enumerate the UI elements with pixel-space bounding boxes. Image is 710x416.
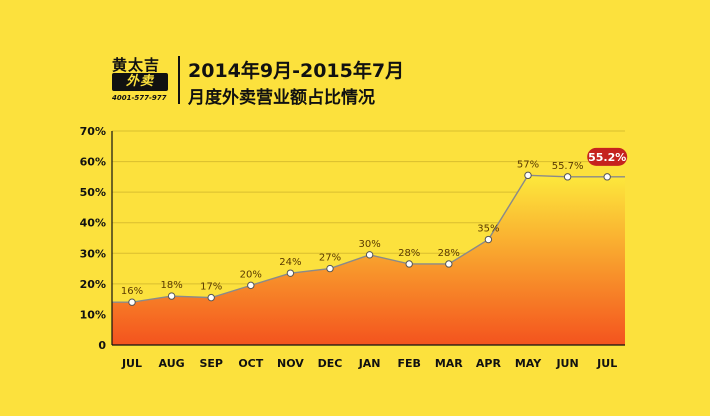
data-label: 57% [517, 159, 539, 170]
chart-subtitle: 月度外卖营业额占比情况 [188, 88, 375, 108]
x-tick-label: NOV [277, 357, 304, 370]
data-label: 24% [279, 257, 301, 268]
data-point [445, 260, 453, 268]
logo-name: 黄太吉 [112, 56, 161, 74]
y-tick-label: 40% [80, 217, 106, 230]
x-tick-label: JUL [121, 357, 142, 370]
axes: 0 10% 20% 30% 40% 50% 60% 70% JUL AUG SEP OCT NOV DEC… [80, 125, 625, 370]
x-tick-label: JUN [555, 357, 578, 370]
data-label: 18% [160, 280, 182, 291]
data-label: 28% [398, 248, 420, 259]
logo-phone: 4001-577-977 [112, 94, 167, 102]
data-labels: 16% 18% 17% 20% 24% 27% 30% 28% 28% 35% 57% 55.7% 55… [121, 147, 628, 297]
y-tick-label: 60% [80, 156, 106, 169]
logo-mark: 外卖 [112, 73, 168, 91]
y-tick-label: 10% [80, 308, 106, 321]
area-series [112, 174, 625, 345]
x-tick-label: JUL [596, 357, 617, 370]
x-tick-label: SEP [199, 357, 223, 370]
data-point [524, 171, 532, 180]
chart-header: 黄太吉 外卖 4001-577-977 2014年9月-2015年7月 月度外卖… [0, 0, 710, 120]
x-tick-label: DEC [318, 357, 343, 370]
data-label: 16% [121, 286, 143, 297]
x-tick-label: AUG [159, 357, 185, 370]
data-label: 35% [477, 224, 499, 235]
header-divider [178, 56, 180, 104]
y-tick-label: 50% [80, 186, 106, 199]
highlight-badge [587, 147, 628, 166]
data-point [365, 251, 374, 259]
x-tick-label: MAR [435, 357, 463, 370]
y-tick-label: 0 [98, 339, 106, 352]
x-tick-label: FEB [397, 357, 420, 370]
brand-logo: 黄太吉 外卖 4001-577-977 [112, 54, 180, 110]
data-point [167, 292, 176, 300]
x-tick-label: OCT [238, 357, 263, 370]
y-tick-label: 30% [80, 247, 106, 260]
data-label: 17% [200, 282, 222, 293]
chart-title: 2014年9月-2015年7月 [188, 60, 405, 82]
data-label: 55.7% [552, 161, 584, 172]
data-point [484, 235, 493, 244]
data-label: 20% [240, 269, 262, 280]
data-point [247, 281, 255, 290]
data-label: 55.2% [588, 151, 626, 164]
data-point [405, 260, 413, 268]
data-point [207, 293, 215, 302]
x-tick-label: APR [476, 357, 502, 370]
data-point [603, 173, 611, 181]
data-point [286, 269, 295, 277]
data-points [128, 171, 611, 306]
x-tick-label: JAN [358, 357, 381, 370]
data-point [326, 264, 334, 273]
area-fill [112, 175, 625, 345]
data-point [563, 173, 572, 181]
data-label: 30% [358, 239, 380, 250]
data-point [128, 298, 136, 306]
y-tick-label: 70% [80, 125, 106, 138]
data-label: 28% [438, 248, 460, 259]
y-tick-label: 20% [80, 278, 106, 291]
data-label: 27% [319, 253, 341, 264]
x-tick-label: MAY [515, 357, 542, 370]
